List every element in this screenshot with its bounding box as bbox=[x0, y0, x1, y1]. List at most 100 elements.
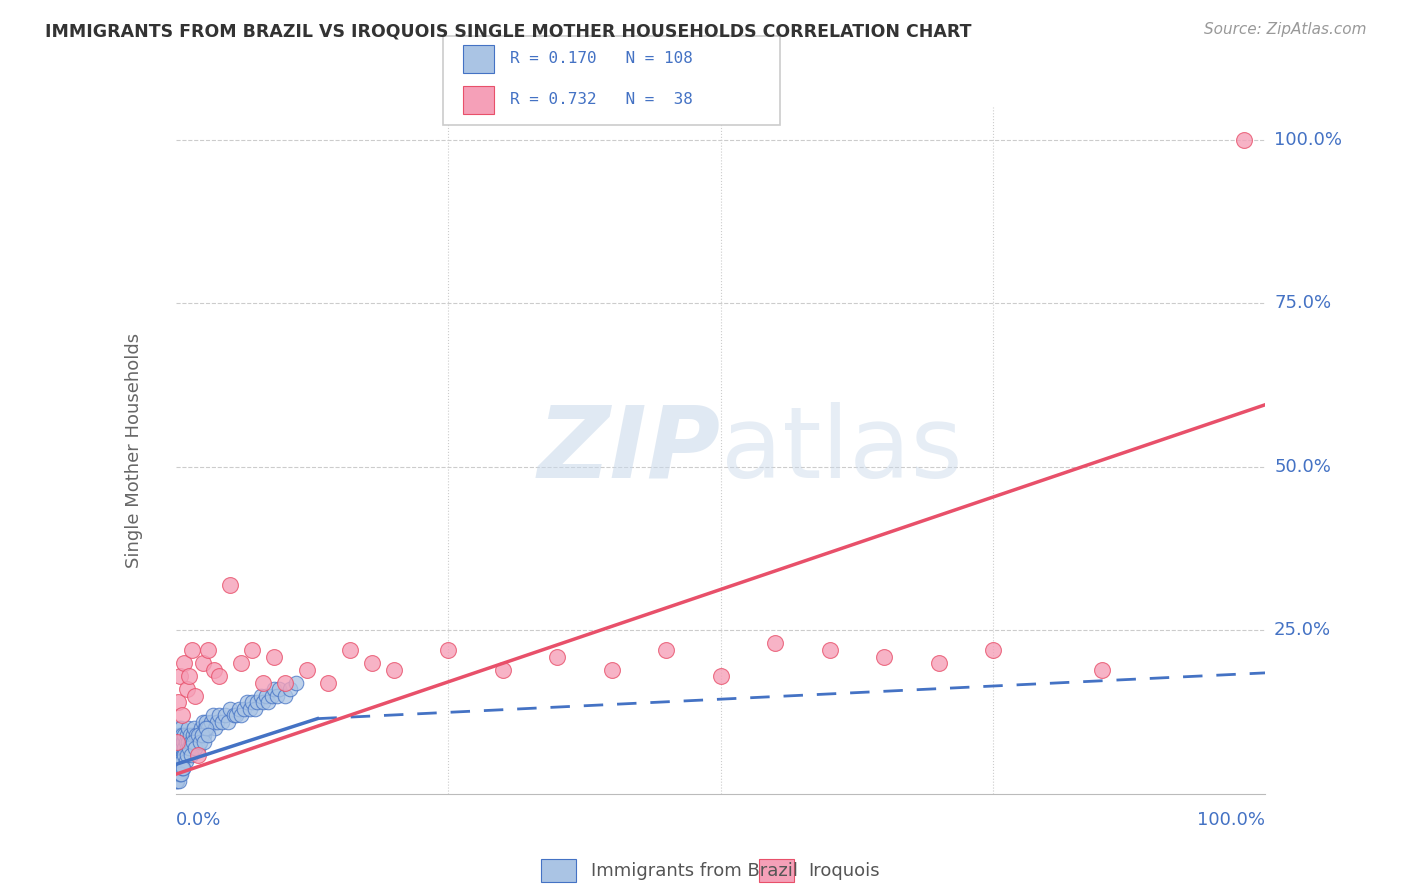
Point bbox=[492, 663, 515, 677]
Point bbox=[211, 714, 233, 729]
Point bbox=[231, 656, 253, 670]
Point bbox=[177, 669, 200, 683]
Point bbox=[180, 747, 202, 762]
Point bbox=[655, 643, 678, 657]
Point bbox=[219, 577, 242, 591]
Point bbox=[172, 728, 194, 742]
Point bbox=[318, 675, 340, 690]
Point bbox=[928, 656, 950, 670]
Point bbox=[235, 695, 257, 709]
Text: Immigrants from Brazil: Immigrants from Brazil bbox=[591, 862, 797, 880]
Point bbox=[186, 728, 208, 742]
Bar bbox=[759, 859, 794, 882]
Point bbox=[197, 643, 219, 657]
Point bbox=[181, 741, 204, 756]
Point bbox=[274, 675, 297, 690]
Point bbox=[188, 734, 211, 748]
Point bbox=[205, 714, 228, 729]
Point bbox=[167, 728, 190, 742]
Point bbox=[600, 663, 623, 677]
Point bbox=[193, 728, 215, 742]
Point bbox=[169, 754, 191, 768]
Point bbox=[166, 734, 188, 748]
Point bbox=[249, 689, 271, 703]
Point bbox=[172, 761, 194, 775]
Point bbox=[190, 722, 212, 736]
Point bbox=[187, 728, 209, 742]
Point bbox=[217, 714, 239, 729]
Text: IMMIGRANTS FROM BRAZIL VS IROQUOIS SINGLE MOTHER HOUSEHOLDS CORRELATION CHART: IMMIGRANTS FROM BRAZIL VS IROQUOIS SINGL… bbox=[45, 22, 972, 40]
Point bbox=[873, 649, 896, 664]
Bar bbox=[463, 86, 494, 114]
Point bbox=[201, 708, 224, 723]
Point bbox=[186, 741, 209, 756]
Point bbox=[195, 714, 218, 729]
Point bbox=[184, 734, 207, 748]
Point bbox=[176, 747, 198, 762]
Bar bbox=[541, 859, 576, 882]
Text: atlas: atlas bbox=[721, 402, 962, 499]
Point bbox=[195, 722, 218, 736]
Point bbox=[169, 728, 191, 742]
Point bbox=[200, 714, 222, 729]
Point bbox=[204, 722, 226, 736]
Point bbox=[166, 734, 188, 748]
Point bbox=[173, 656, 195, 670]
Point bbox=[172, 761, 194, 775]
Point bbox=[172, 741, 194, 756]
Point bbox=[197, 728, 219, 742]
Text: Iroquois: Iroquois bbox=[808, 862, 880, 880]
Text: 0.0%: 0.0% bbox=[176, 811, 221, 829]
Text: Source: ZipAtlas.com: Source: ZipAtlas.com bbox=[1204, 22, 1367, 37]
Point bbox=[382, 663, 405, 677]
Point bbox=[233, 702, 256, 716]
Point bbox=[167, 767, 190, 781]
Point bbox=[269, 682, 291, 697]
Point bbox=[183, 722, 205, 736]
Point bbox=[180, 734, 202, 748]
Point bbox=[245, 702, 267, 716]
Point bbox=[167, 734, 190, 748]
Point bbox=[167, 747, 190, 762]
Point bbox=[167, 741, 190, 756]
Point bbox=[191, 728, 214, 742]
Point bbox=[1232, 133, 1256, 147]
Point bbox=[263, 682, 285, 697]
Point bbox=[174, 754, 197, 768]
Text: 50.0%: 50.0% bbox=[1274, 458, 1331, 475]
Point bbox=[181, 734, 204, 748]
Point bbox=[981, 643, 1004, 657]
Point bbox=[186, 747, 209, 762]
Point bbox=[710, 669, 733, 683]
Point bbox=[166, 747, 188, 762]
Point bbox=[222, 708, 245, 723]
Point bbox=[197, 722, 219, 736]
Text: 100.0%: 100.0% bbox=[1198, 811, 1265, 829]
Point bbox=[208, 669, 231, 683]
Point bbox=[239, 702, 262, 716]
FancyBboxPatch shape bbox=[443, 36, 780, 125]
Point bbox=[274, 689, 297, 703]
Point bbox=[169, 669, 191, 683]
Point bbox=[214, 708, 236, 723]
Point bbox=[176, 741, 198, 756]
Point bbox=[167, 761, 190, 775]
Point bbox=[202, 663, 225, 677]
Point bbox=[167, 695, 190, 709]
Point bbox=[181, 728, 204, 742]
Point bbox=[172, 708, 194, 723]
Point bbox=[174, 734, 197, 748]
Point bbox=[257, 695, 280, 709]
Point bbox=[177, 741, 200, 756]
Point bbox=[166, 767, 188, 781]
Point bbox=[186, 728, 209, 742]
Point bbox=[167, 767, 190, 781]
Point bbox=[191, 656, 214, 670]
Point bbox=[174, 747, 197, 762]
Point bbox=[166, 773, 188, 788]
Point bbox=[167, 722, 190, 736]
Point bbox=[173, 728, 195, 742]
Point bbox=[170, 747, 193, 762]
Point bbox=[176, 728, 198, 742]
Text: R = 0.732   N =  38: R = 0.732 N = 38 bbox=[510, 93, 693, 107]
